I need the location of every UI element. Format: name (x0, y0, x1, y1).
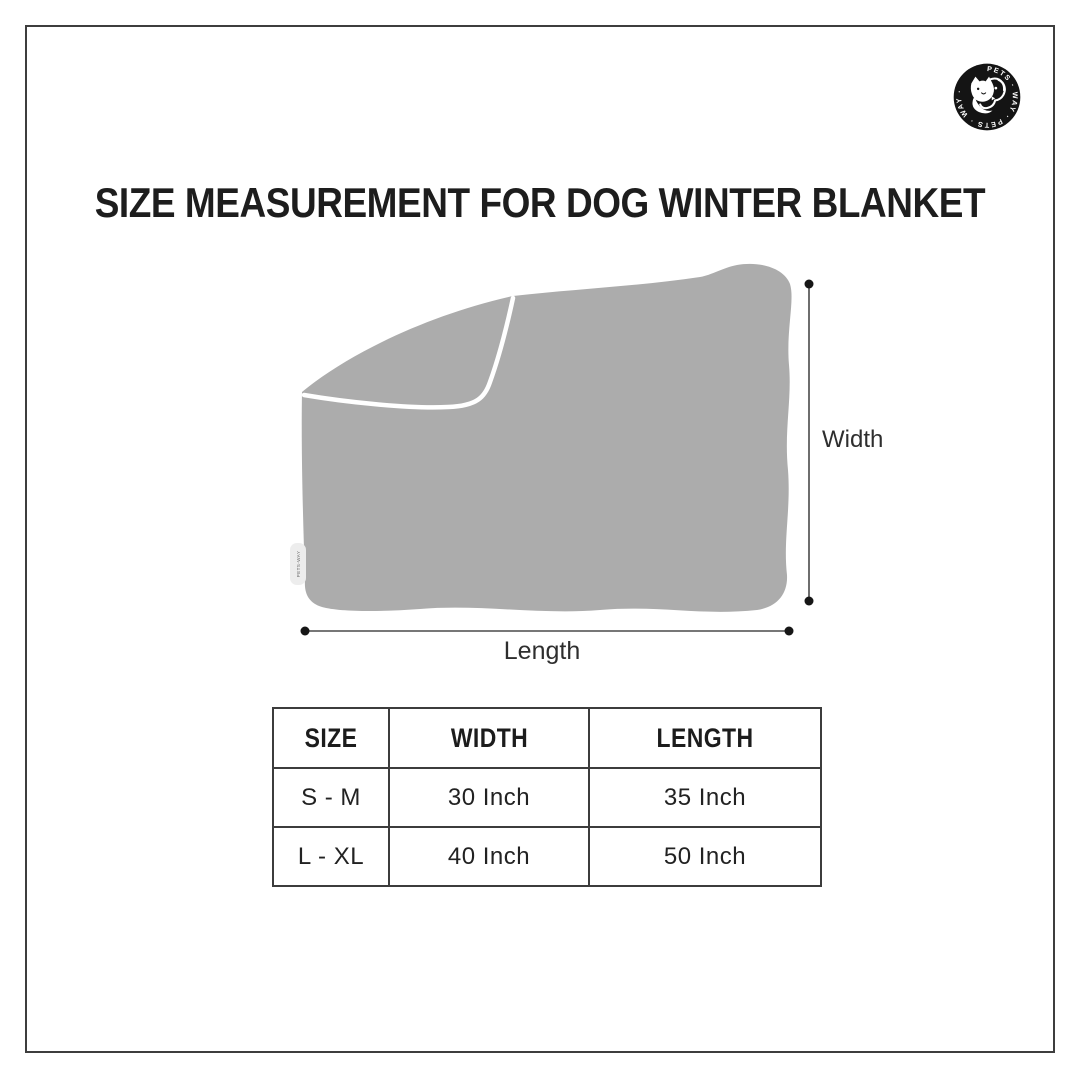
header-label: WIDTH (450, 722, 528, 753)
cell-value: S - M (301, 783, 361, 811)
blanket-diagram: PETS-WAY Width Length (290, 263, 883, 665)
table-header-row: SIZE WIDTH LENGTH (274, 709, 820, 767)
cell-width: 40 Inch (388, 828, 588, 885)
cell-value: 30 Inch (447, 783, 531, 811)
size-table: SIZE WIDTH LENGTH S - M 30 Inch 35 Inch … (272, 707, 822, 887)
width-dimension-line (804, 279, 814, 606)
cell-length: 35 Inch (588, 769, 820, 826)
width-label: Width (822, 426, 883, 453)
header-cell-length: LENGTH (588, 709, 820, 767)
header-label: LENGTH (656, 722, 754, 753)
cell-value: 35 Inch (663, 783, 747, 811)
blanket-fold-line (301, 295, 516, 410)
length-dimension-line (300, 626, 794, 636)
table-row: S - M 30 Inch 35 Inch (274, 767, 820, 826)
header-label: SIZE (304, 722, 358, 753)
blanket-shape (301, 263, 792, 612)
dimension-dot (804, 596, 814, 606)
brand-logo-icon: PETS · WAY · PETS · WAY · (953, 63, 1021, 131)
cell-size: L - XL (274, 828, 388, 885)
header-cell-width: WIDTH (388, 709, 588, 767)
length-label: Length (504, 637, 580, 665)
page-title: SIZE MEASUREMENT FOR DOG WINTER BLANKET (94, 179, 986, 226)
title-row: SIZE MEASUREMENT FOR DOG WINTER BLANKET (0, 179, 1080, 227)
header-cell-size: SIZE (274, 709, 388, 767)
table-row: L - XL 40 Inch 50 Inch (274, 826, 820, 885)
dog-icon (979, 77, 1006, 110)
cell-value: L - XL (297, 842, 365, 870)
cell-size: S - M (274, 769, 388, 826)
blanket-tag-text: PETS-WAY (296, 551, 301, 578)
cat-icon (970, 76, 994, 114)
dimension-dot (784, 626, 794, 636)
cell-length: 50 Inch (588, 828, 820, 885)
dimension-dot (804, 279, 814, 289)
cell-value: 50 Inch (663, 842, 747, 870)
blanket-tag: PETS-WAY (290, 543, 306, 585)
cell-value: 40 Inch (447, 842, 531, 870)
dimension-dot (300, 626, 310, 636)
cell-width: 30 Inch (388, 769, 588, 826)
